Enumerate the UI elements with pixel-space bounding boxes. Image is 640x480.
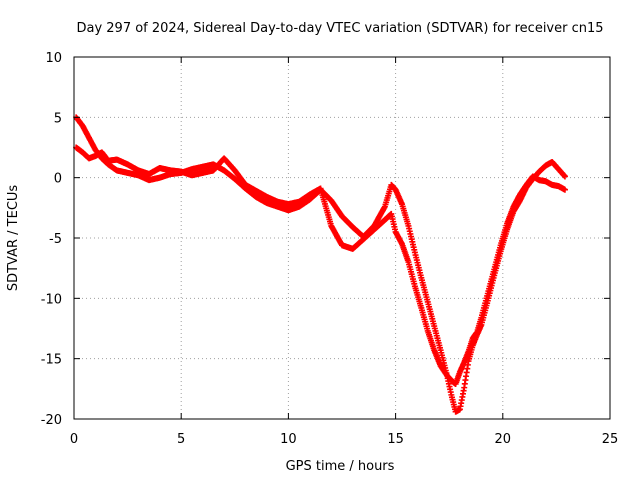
y-tick-label: -10 bbox=[41, 292, 62, 307]
x-tick-label: 10 bbox=[280, 432, 297, 447]
y-axis-label: SDTVAR / TECUs bbox=[6, 185, 21, 292]
y-tick-label: 0 bbox=[54, 172, 62, 187]
y-tick-label: -5 bbox=[49, 232, 62, 247]
y-tick-label: 5 bbox=[54, 111, 62, 126]
grid bbox=[74, 57, 610, 419]
x-tick-label: 25 bbox=[602, 432, 619, 447]
chart-title: Day 297 of 2024, Sidereal Day-to-day VTE… bbox=[76, 21, 603, 36]
y-tick-label: -20 bbox=[41, 413, 62, 428]
y-tick-label: 10 bbox=[45, 51, 62, 66]
axis-ticks: 0 5 10 15 20 25 -20 -15 -10 -5 0 5 10 bbox=[41, 51, 619, 447]
data-point bbox=[561, 173, 568, 180]
x-tick-label: 15 bbox=[387, 432, 404, 447]
x-tick-label: 20 bbox=[495, 432, 512, 447]
x-tick-label: 0 bbox=[70, 432, 78, 447]
data-point bbox=[561, 186, 568, 193]
y-tick-label: -15 bbox=[41, 353, 62, 368]
x-tick-label: 5 bbox=[177, 432, 185, 447]
series-track-2 bbox=[73, 144, 568, 388]
x-axis-label: GPS time / hours bbox=[286, 459, 395, 474]
data-points bbox=[73, 114, 568, 415]
